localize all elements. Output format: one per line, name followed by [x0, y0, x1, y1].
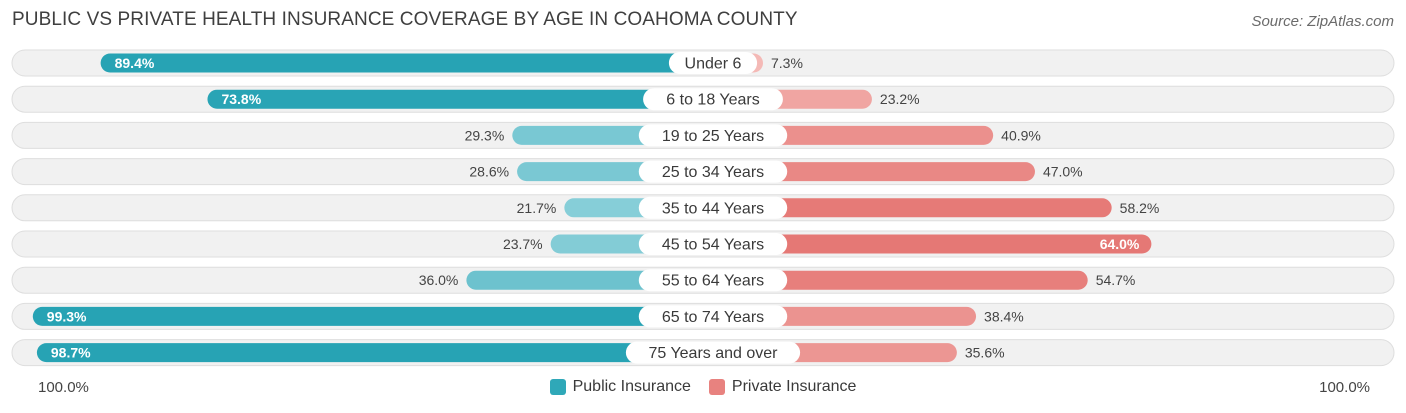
category-label: 35 to 44 Years [662, 200, 764, 217]
category-label: 75 Years and over [649, 345, 779, 362]
category-label-background [638, 124, 788, 147]
public-value-label: 99.3% [47, 308, 87, 324]
chart-area: 89.4% 7.3% Under 6 73.8% 23.2% 6 to 18 Years 2… [11, 49, 1395, 367]
private-value-label: 40.9% [1001, 127, 1041, 143]
legend-swatch-private [708, 379, 725, 395]
legend-item-public: Public Insurance [549, 378, 691, 396]
public-value-label: 98.7% [51, 345, 91, 361]
category-label-background [668, 52, 758, 74]
category-label-background [638, 196, 788, 219]
private-value-label: 58.2% [1120, 200, 1160, 216]
legend-swatch-public [549, 379, 566, 395]
legend-label-public: Public Insurance [572, 378, 691, 395]
category-label-background [643, 88, 783, 111]
public-value-label: 21.7% [517, 200, 557, 216]
category-label-background [625, 341, 801, 364]
public-bar [100, 53, 714, 73]
private-value-label: 54.7% [1096, 272, 1136, 288]
axis-right-label: 100.0% [1319, 379, 1370, 396]
source-credit: Source: ZipAtlas.com [1251, 13, 1394, 30]
private-bar [713, 234, 1152, 254]
public-bar [32, 306, 714, 326]
private-value-label: 47.0% [1043, 164, 1083, 180]
private-bar [713, 162, 1035, 182]
category-label: 25 to 34 Years [662, 164, 764, 181]
public-value-label: 23.7% [503, 236, 543, 252]
category-label: 65 to 74 Years [662, 309, 764, 326]
legend-label-private: Private Insurance [731, 378, 857, 395]
public-bar [207, 89, 713, 109]
category-label-background [638, 160, 788, 183]
public-bar [36, 343, 713, 363]
category-label-background [638, 305, 788, 328]
legend-item-private: Private Insurance [708, 378, 857, 396]
legend: Public Insurance Private Insurance [0, 378, 1406, 396]
private-value-label: 64.0% [1100, 236, 1140, 252]
category-label: Under 6 [685, 56, 742, 73]
category-label: 19 to 25 Years [662, 128, 764, 145]
public-value-label: 89.4% [115, 55, 155, 71]
private-value-label: 23.2% [880, 91, 920, 107]
public-value-label: 28.6% [469, 164, 509, 180]
public-value-label: 36.0% [419, 272, 459, 288]
axis-left-label: 100.0% [38, 379, 89, 396]
chart-title: PUBLIC VS PRIVATE HEALTH INSURANCE COVER… [12, 9, 798, 30]
category-label: 6 to 18 Years [666, 92, 759, 109]
category-label: 45 to 54 Years [662, 237, 764, 254]
public-value-label: 29.3% [465, 127, 505, 143]
category-label: 55 to 64 Years [662, 273, 764, 290]
private-value-label: 35.6% [965, 345, 1005, 361]
category-label-background [638, 233, 788, 255]
private-value-label: 38.4% [984, 308, 1024, 324]
private-bar [713, 198, 1112, 218]
public-value-label: 73.8% [221, 91, 261, 107]
category-label-background [638, 269, 788, 292]
private-value-label: 7.3% [771, 55, 803, 71]
private-bar [713, 270, 1088, 290]
